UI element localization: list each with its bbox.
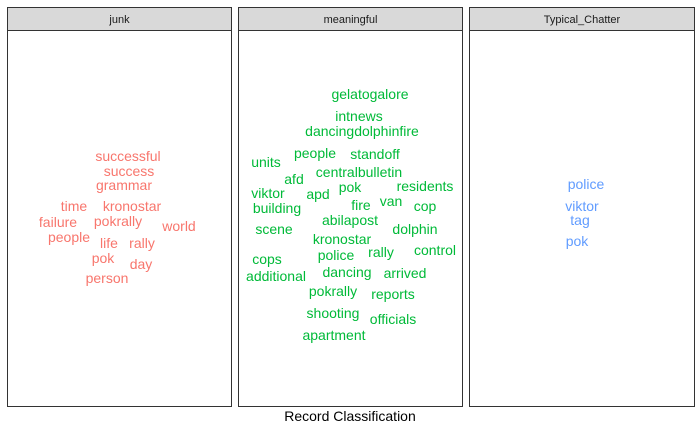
word-grammar: grammar — [96, 177, 152, 193]
word-viktor: viktor — [565, 198, 599, 214]
word-arrived: arrived — [384, 265, 427, 281]
word-cop: cop — [414, 198, 437, 214]
word-van: van — [380, 193, 403, 209]
facet-strip-label: junk — [108, 14, 130, 26]
word-shooting: shooting — [307, 305, 360, 321]
word-pok: pok — [339, 179, 363, 195]
word-success: success — [104, 163, 155, 179]
word-apd: apd — [306, 186, 329, 202]
word-abilapost: abilapost — [322, 212, 378, 228]
word-pok: pok — [92, 250, 116, 266]
word-police: police — [568, 176, 605, 192]
word-tag: tag — [570, 212, 589, 228]
word-life: life — [100, 235, 118, 251]
word-day: day — [130, 256, 153, 272]
facet-panel-border — [469, 30, 695, 407]
word-dancing: dancing — [322, 264, 371, 280]
word-dolphin: dolphin — [392, 221, 437, 237]
word-rally: rally — [129, 235, 155, 251]
word-intnews: intnews — [335, 108, 382, 124]
word-building: building — [253, 200, 301, 216]
word-pokrally: pokrally — [94, 213, 142, 229]
word-police: police — [318, 247, 355, 263]
word-world: world — [161, 218, 195, 234]
word-rally: rally — [368, 244, 394, 260]
facet-panel-border — [238, 30, 463, 407]
word-viktor: viktor — [251, 185, 285, 201]
word-failure: failure — [39, 214, 77, 230]
word-officials: officials — [370, 311, 416, 327]
facet-panel-meaningful: meaningfulgelatogaloreintnewsdancingdolp… — [238, 7, 463, 407]
word-fire: fire — [351, 197, 371, 213]
word-reports: reports — [371, 286, 415, 302]
facet-strip-label: Typical_Chatter — [544, 14, 621, 26]
word-kronostar: kronostar — [313, 231, 372, 247]
word-afd: afd — [284, 171, 303, 187]
word-gelatogalore: gelatogalore — [331, 86, 408, 102]
word-people: people — [294, 145, 336, 161]
word-pokrally: pokrally — [309, 283, 357, 299]
word-kronostar: kronostar — [103, 198, 162, 214]
word-dancingdolphinfire: dancingdolphinfire — [305, 123, 419, 139]
word-time: time — [61, 198, 88, 214]
word-centralbulletin: centralbulletin — [316, 164, 402, 180]
word-residents: residents — [397, 178, 454, 194]
x-axis-label: Record Classification — [284, 408, 416, 424]
word-person: person — [86, 270, 129, 286]
word-successful: successful — [95, 148, 160, 164]
word-scene: scene — [255, 221, 293, 237]
facet-strip-label: meaningful — [324, 14, 378, 26]
word-standoff: standoff — [350, 146, 400, 162]
word-control: control — [414, 242, 456, 258]
word-people: people — [48, 229, 90, 245]
word-pok: pok — [566, 233, 590, 249]
word-additional: additional — [246, 268, 306, 284]
facet-panel-border — [7, 30, 232, 407]
word-cops: cops — [252, 251, 282, 267]
word-units: units — [251, 154, 281, 170]
word-apartment: apartment — [302, 327, 365, 343]
